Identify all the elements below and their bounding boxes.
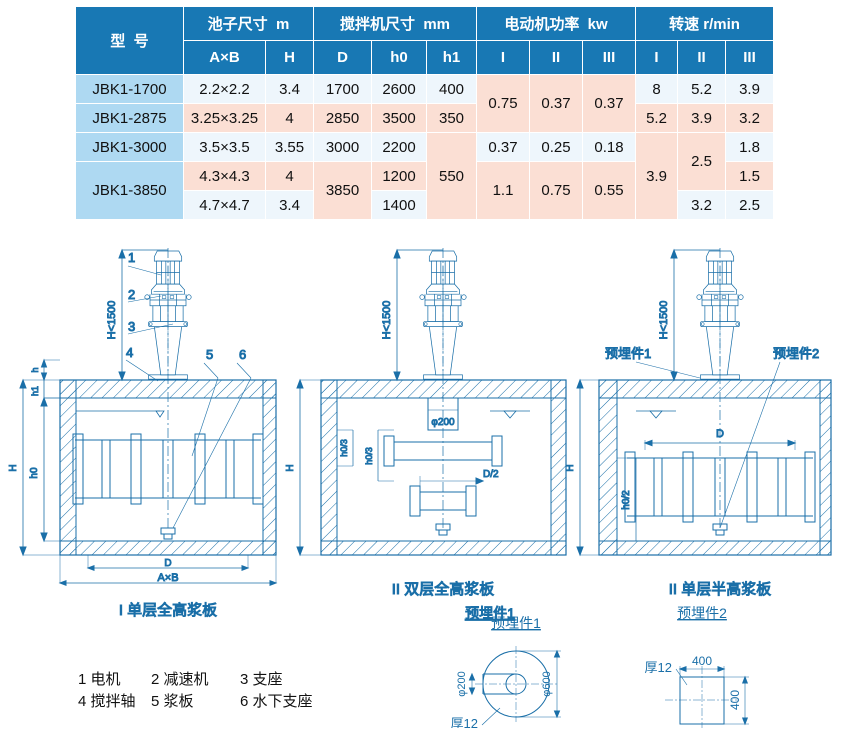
svg-text:D: D <box>716 428 724 440</box>
svg-text:H: H <box>8 464 19 471</box>
svg-text:6: 6 <box>239 347 246 362</box>
svg-text:H<1500: H<1500 <box>381 301 393 340</box>
svg-text:II 单层半高浆板: II 单层半高浆板 <box>669 580 772 598</box>
svg-text:H<1500: H<1500 <box>106 301 118 340</box>
svg-text:h: h <box>30 367 40 372</box>
svg-text:φ600: φ600 <box>541 671 553 697</box>
svg-text:φ200: φ200 <box>456 671 468 697</box>
svg-text:5: 5 <box>206 347 213 362</box>
svg-text:预埋件1: 预埋件1 <box>491 615 541 631</box>
svg-text:h0/3: h0/3 <box>339 439 349 457</box>
svg-text:4 搅拌轴: 4 搅拌轴 <box>78 693 136 710</box>
svg-text:5 浆板: 5 浆板 <box>151 692 194 710</box>
svg-text:h1: h1 <box>30 386 40 396</box>
svg-text:1: 1 <box>128 250 135 265</box>
svg-text:h0: h0 <box>29 467 40 479</box>
svg-text:3 支座: 3 支座 <box>240 671 283 688</box>
svg-text:预埋件2: 预埋件2 <box>677 605 727 621</box>
svg-text:D/2: D/2 <box>483 469 499 480</box>
svg-text:预埋件1: 预埋件1 <box>605 346 651 361</box>
svg-text:1 电机: 1 电机 <box>78 671 121 688</box>
svg-text:H: H <box>565 464 576 471</box>
svg-text:A×B: A×B <box>157 572 178 584</box>
svg-text:h0/2: h0/2 <box>621 490 632 510</box>
svg-text:H: H <box>285 464 296 471</box>
svg-text:3: 3 <box>128 319 135 334</box>
svg-text:400: 400 <box>692 654 712 668</box>
svg-text:厚12: 厚12 <box>645 660 672 675</box>
svg-text:2 减速机: 2 减速机 <box>151 671 209 688</box>
svg-text:6 水下支座: 6 水下支座 <box>240 693 313 710</box>
svg-text:2: 2 <box>128 287 135 302</box>
svg-text:H<1500: H<1500 <box>658 301 670 340</box>
svg-text:II 双层全高浆板: II 双层全高浆板 <box>392 580 495 598</box>
svg-text:预埋件2: 预埋件2 <box>773 346 819 361</box>
svg-text:h0/3: h0/3 <box>364 447 374 465</box>
svg-text:D: D <box>164 558 171 569</box>
svg-text:4: 4 <box>126 345 133 360</box>
svg-text:I 单层全高浆板: I 单层全高浆板 <box>119 601 217 619</box>
svg-text:400: 400 <box>728 690 742 710</box>
svg-text:厚12: 厚12 <box>451 716 478 728</box>
